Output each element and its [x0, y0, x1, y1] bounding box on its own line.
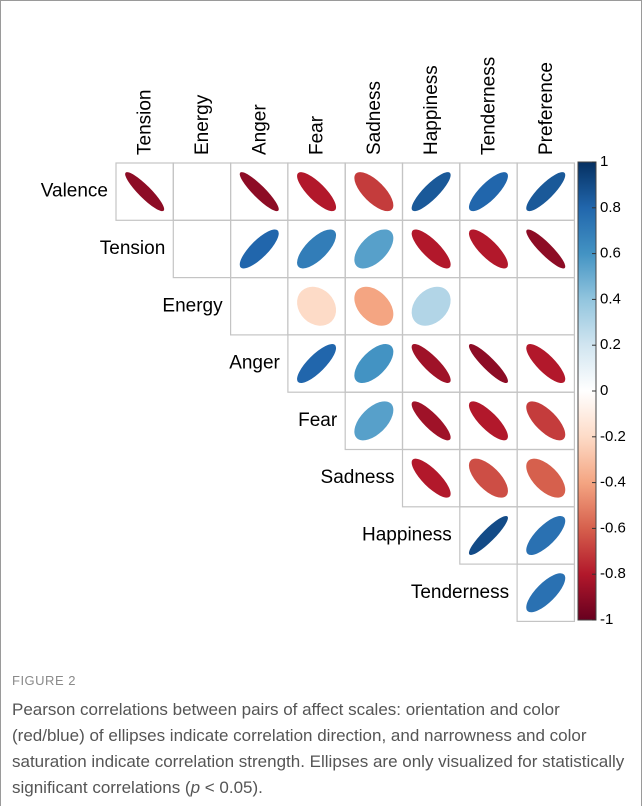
row-label: Energy	[162, 295, 223, 316]
row-label: Fear	[298, 410, 338, 431]
colorbar-tick-label: -0.6	[600, 519, 626, 536]
row-label: Tension	[100, 238, 166, 259]
row-label: Happiness	[362, 524, 452, 545]
caption: Pearson correlations between pairs of af…	[12, 697, 634, 801]
correlation-ellipse	[354, 401, 394, 441]
colorbar-tick-label: 1	[600, 153, 608, 170]
correlation-ellipse	[125, 172, 165, 212]
correlation-ellipse	[354, 286, 394, 326]
correlation-ellipse	[239, 172, 279, 212]
column-label: Tenderness	[478, 57, 499, 155]
correlation-ellipse	[526, 458, 566, 498]
cell	[516, 277, 575, 336]
column-label: Anger	[249, 104, 270, 155]
cell	[516, 563, 575, 622]
cell	[172, 219, 232, 279]
colorbar-tick-label: 0.6	[600, 245, 621, 262]
correlation-ellipse	[468, 344, 508, 384]
correlation-ellipse	[468, 229, 508, 269]
correlation-ellipse	[411, 286, 451, 326]
caption-italic: p	[190, 778, 201, 797]
column-label: Preference	[536, 62, 557, 155]
correlation-ellipse	[526, 573, 566, 613]
correlation-ellipse	[468, 515, 508, 555]
column-label: Happiness	[421, 65, 442, 155]
colorbar-tick-label: 0.4	[600, 290, 621, 307]
chart: Tension Energy Anger Fear Sadness Happiness Te…	[41, 57, 626, 628]
colorbar-tick-label: 0.8	[600, 199, 621, 216]
correlation-ellipse	[297, 286, 337, 326]
column-label: Tension	[135, 90, 156, 156]
colorbar-tick-label: 0.2	[600, 336, 621, 353]
colorbar-tick-label: -1	[600, 611, 613, 628]
correlation-ellipse	[354, 229, 394, 269]
correlation-ellipse	[297, 344, 337, 384]
correlation-ellipse	[468, 458, 508, 498]
correlation-ellipse	[411, 344, 451, 384]
caption-text: Pearson correlations between pairs of af…	[12, 700, 625, 797]
column-label: Fear	[307, 115, 328, 155]
caption-end: < 0.05).	[200, 778, 263, 797]
row-label: Anger	[229, 353, 280, 374]
correlation-ellipse	[526, 515, 566, 555]
correlation-ellipse	[354, 344, 394, 384]
correlation-ellipse	[354, 172, 394, 212]
correlation-ellipse	[468, 172, 508, 212]
column-label: Sadness	[364, 81, 385, 155]
correlation-ellipse	[411, 229, 451, 269]
correlation-ellipse	[411, 172, 451, 212]
colorbar-tick-label: -0.8	[600, 565, 626, 582]
cell	[459, 277, 518, 336]
cell	[172, 162, 232, 221]
correlation-ellipse	[297, 229, 337, 269]
correlation-ellipse	[411, 401, 451, 441]
correlation-ellipse	[526, 172, 566, 212]
row-label: Sadness	[321, 467, 395, 488]
correlation-ellipse	[468, 401, 508, 441]
correlation-ellipse	[526, 401, 566, 441]
colorbar-tick-label: -0.4	[600, 474, 626, 491]
correlation-ellipse	[297, 172, 337, 212]
correlation-ellipse	[526, 229, 566, 269]
column-label: Energy	[192, 94, 213, 155]
correlation-ellipse	[526, 344, 566, 384]
figure-label: FIGURE 2	[12, 673, 76, 688]
row-label: Tenderness	[411, 582, 509, 603]
cell	[230, 277, 289, 336]
correlation-ellipse	[239, 229, 279, 269]
row-label: Valence	[41, 181, 108, 202]
correlation-ellipse	[411, 458, 451, 498]
colorbar-tick-label: 0	[600, 382, 608, 399]
colorbar-tick-label: -0.2	[600, 428, 626, 445]
